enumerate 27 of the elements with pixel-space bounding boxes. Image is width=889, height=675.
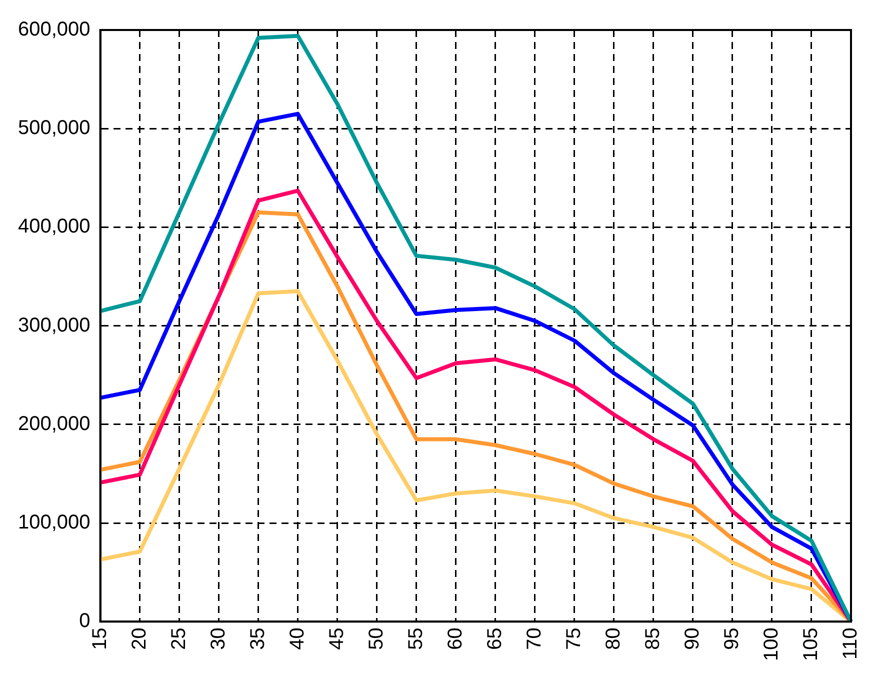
y-tick-label: 200,000	[18, 412, 90, 435]
y-tick-label: 600,000	[18, 18, 90, 41]
x-tick-label: 35	[246, 628, 269, 650]
x-tick-label: 45	[326, 628, 348, 650]
y-tick-label: 100,000	[18, 512, 90, 534]
x-tick-label: 50	[365, 628, 388, 650]
x-tick-label: 80	[602, 628, 624, 650]
x-tick-label: 70	[523, 628, 546, 650]
x-tick-label: 85	[642, 628, 664, 650]
x-tick-label: 110	[840, 628, 862, 660]
x-tick-label: 90	[681, 628, 704, 650]
y-tick-label: 300,000	[18, 314, 90, 336]
x-tick-label: 15	[88, 628, 111, 650]
x-tick-label: 55	[404, 628, 427, 650]
x-tick-label: 95	[720, 628, 743, 650]
y-tick-label: 500,000	[18, 117, 90, 140]
x-tick-label: 65	[484, 628, 506, 650]
y-tick-label: 400,000	[18, 216, 90, 238]
x-tick-label: 20	[128, 628, 150, 650]
x-tick-label: 25	[168, 628, 190, 650]
x-tick-label: 100	[760, 628, 782, 662]
x-tick-label: 75	[562, 628, 585, 650]
x-tick-label: 30	[207, 628, 230, 650]
x-tick-label: 40	[286, 628, 308, 650]
y-tick-label: 0	[79, 610, 90, 632]
x-tick-label: 60	[444, 628, 466, 650]
x-tick-label: 105	[800, 628, 822, 662]
